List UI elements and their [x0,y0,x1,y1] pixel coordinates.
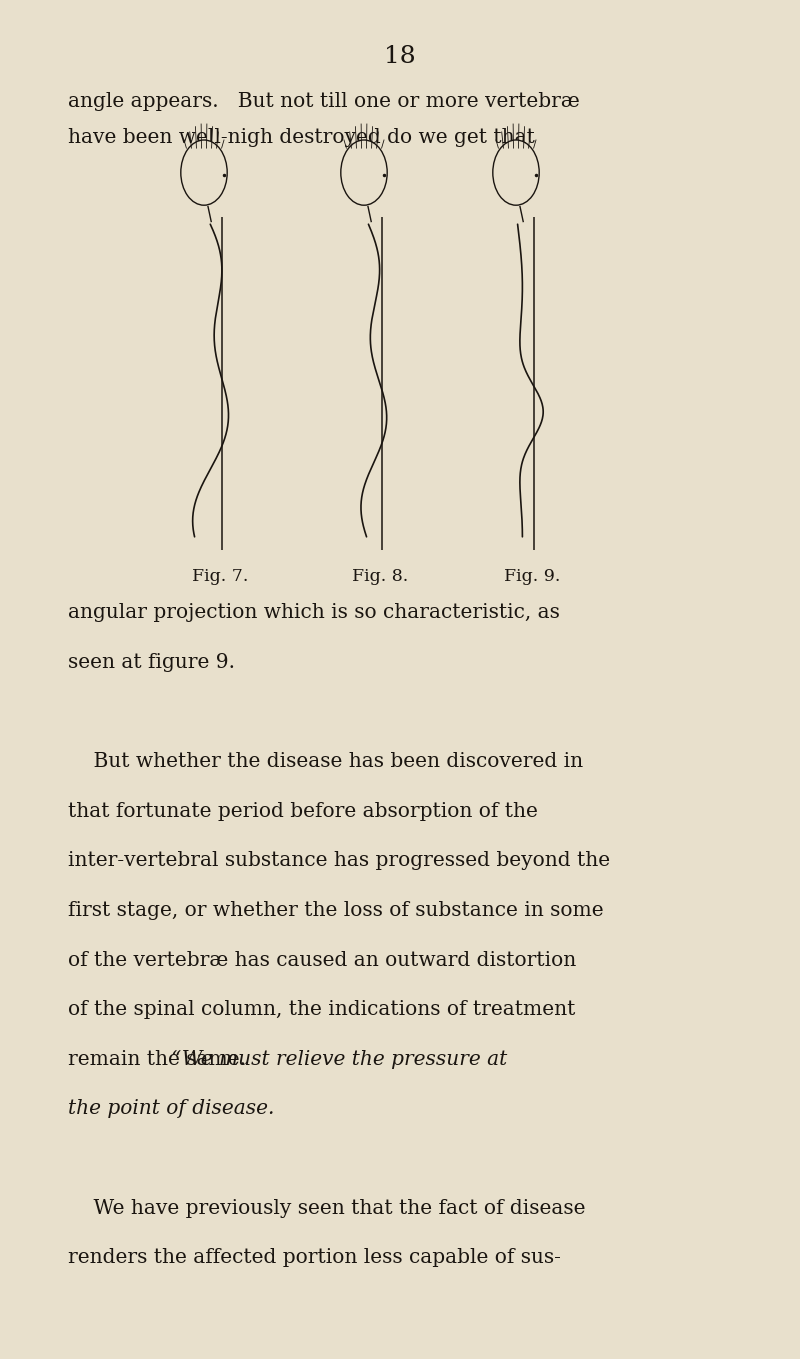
Text: renders the affected portion less capable of sus-: renders the affected portion less capabl… [68,1248,561,1267]
Ellipse shape [493,140,539,205]
Text: Fig. 9.: Fig. 9. [504,568,560,586]
Text: But whether the disease has been discovered in: But whether the disease has been discove… [68,752,583,771]
Ellipse shape [181,140,227,205]
Text: first stage, or whether the loss of substance in some: first stage, or whether the loss of subs… [68,901,604,920]
Text: remain the same.: remain the same. [68,1049,265,1068]
Text: We have previously seen that the fact of disease: We have previously seen that the fact of… [68,1199,586,1218]
Text: angular projection which is so characteristic, as: angular projection which is so character… [68,603,560,622]
Text: seen at figure 9.: seen at figure 9. [68,652,235,671]
Ellipse shape [341,140,387,205]
Text: “We must relieve the pressure at: “We must relieve the pressure at [171,1049,508,1070]
Text: 18: 18 [384,45,416,68]
Text: of the spinal column, the indications of treatment: of the spinal column, the indications of… [68,1000,575,1019]
Text: angle appears.   But not till one or more vertebræ: angle appears. But not till one or more … [68,92,580,111]
Text: have been well-nigh destroyed do we get that: have been well-nigh destroyed do we get … [68,128,535,147]
Text: Fig. 7.: Fig. 7. [192,568,248,586]
Text: that fortunate period before absorption of the: that fortunate period before absorption … [68,802,538,821]
Text: inter-vertebral substance has progressed beyond the: inter-vertebral substance has progressed… [68,851,610,870]
Text: the point of disease.: the point of disease. [68,1099,274,1118]
Text: Fig. 8.: Fig. 8. [352,568,408,586]
Text: of the vertebræ has caused an outward distortion: of the vertebræ has caused an outward di… [68,951,576,969]
